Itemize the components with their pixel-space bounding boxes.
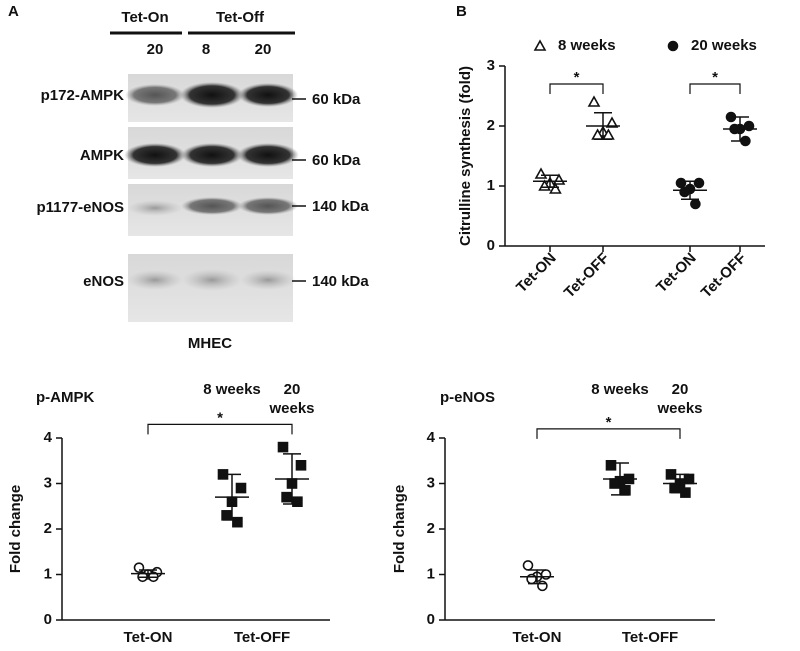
point (587, 95, 601, 107)
y-tick-label: 4 (427, 429, 436, 446)
point (549, 182, 562, 194)
y-tick-label: 1 (487, 177, 495, 194)
chart-title: p-eNOS (440, 389, 495, 406)
point (292, 496, 303, 508)
point (690, 198, 701, 210)
x-tick-label: Tet-OFF (234, 629, 290, 646)
point (693, 177, 705, 189)
panel-label: B (456, 3, 467, 20)
point (277, 441, 289, 453)
x-tick-label: Tet-ON (124, 629, 173, 646)
point (235, 482, 247, 494)
point (281, 491, 292, 503)
lane-label: 8 (202, 41, 210, 58)
x-tick-label: Tet-ON (653, 250, 700, 297)
point (232, 516, 243, 528)
point (605, 116, 619, 128)
size-label: 140 kDa (312, 198, 369, 215)
blot-caption: MHEC (188, 335, 232, 352)
y-tick-label: 2 (487, 117, 495, 134)
legend-label: 20 weeks (691, 37, 757, 54)
point (620, 485, 631, 496)
blot-row-label: eNOS (83, 273, 124, 290)
y-tick-label: 1 (44, 565, 52, 582)
significance-bracket (549, 83, 604, 94)
y-tick-label: 3 (427, 474, 435, 491)
y-tick-label: 2 (44, 520, 52, 537)
significance-label: * (217, 409, 223, 426)
y-tick-label: 4 (44, 429, 53, 446)
x-tick-label: Tet-OFF (698, 250, 750, 302)
x-tick-label: Tet-ON (513, 629, 562, 646)
lane-label: 20 (255, 41, 272, 58)
y-tick-label: 0 (487, 237, 495, 254)
point (669, 482, 680, 494)
column-header: 8 weeks (591, 381, 649, 398)
point (540, 569, 552, 580)
legend-label: 8 weeks (558, 37, 616, 54)
x-tick-label: Tet-OFF (561, 250, 613, 302)
point (683, 473, 695, 485)
point (534, 167, 548, 179)
significance-bracket (147, 423, 293, 435)
column-header: 8 weeks (203, 381, 261, 398)
condition-label: Tet-On (121, 9, 168, 26)
blot-images (124, 74, 299, 322)
significance-label: * (606, 414, 612, 431)
point (526, 573, 537, 585)
significance-bracket (689, 83, 741, 94)
panel-label: A (8, 3, 19, 20)
point (667, 40, 679, 52)
blot-row-label: AMPK (80, 147, 124, 164)
point (533, 39, 547, 51)
y-tick-label: 3 (44, 474, 52, 491)
condition-label: Tet-Off (216, 9, 265, 26)
y-tick-label: 0 (427, 611, 435, 628)
y-tick-label: 2 (427, 520, 435, 537)
size-label: 60 kDa (312, 91, 361, 108)
significance-label: * (574, 69, 580, 86)
point (679, 186, 690, 198)
y-tick-label: 1 (427, 565, 435, 582)
lane-label: 20 (147, 41, 164, 58)
significance-bracket (536, 428, 681, 439)
y-tick-label: 3 (487, 57, 495, 74)
point (675, 177, 687, 189)
point (133, 562, 145, 573)
point (609, 478, 620, 489)
size-label: 60 kDa (312, 152, 361, 169)
point (295, 459, 307, 471)
significance-label: * (712, 69, 718, 86)
y-tick-label: 0 (44, 611, 52, 628)
column-header: 20 weeks (269, 381, 315, 417)
y-axis-label: Fold change (391, 485, 408, 573)
point (537, 580, 548, 592)
point (522, 560, 534, 571)
x-tick-label: Tet-OFF (622, 629, 678, 646)
chart-title: p-AMPK (36, 389, 94, 406)
blot-row-label: p1177-eNOS (36, 199, 124, 216)
size-label: 140 kDa (312, 273, 369, 290)
point (605, 459, 617, 471)
point (221, 510, 232, 521)
y-axis-label: Citrulline synthesis (fold) (457, 66, 474, 246)
y-axis-label: Fold change (7, 485, 24, 573)
column-header: 20 weeks (657, 381, 703, 417)
blot-row-label: p172-AMPK (41, 87, 125, 104)
x-tick-label: Tet-ON (513, 250, 560, 297)
